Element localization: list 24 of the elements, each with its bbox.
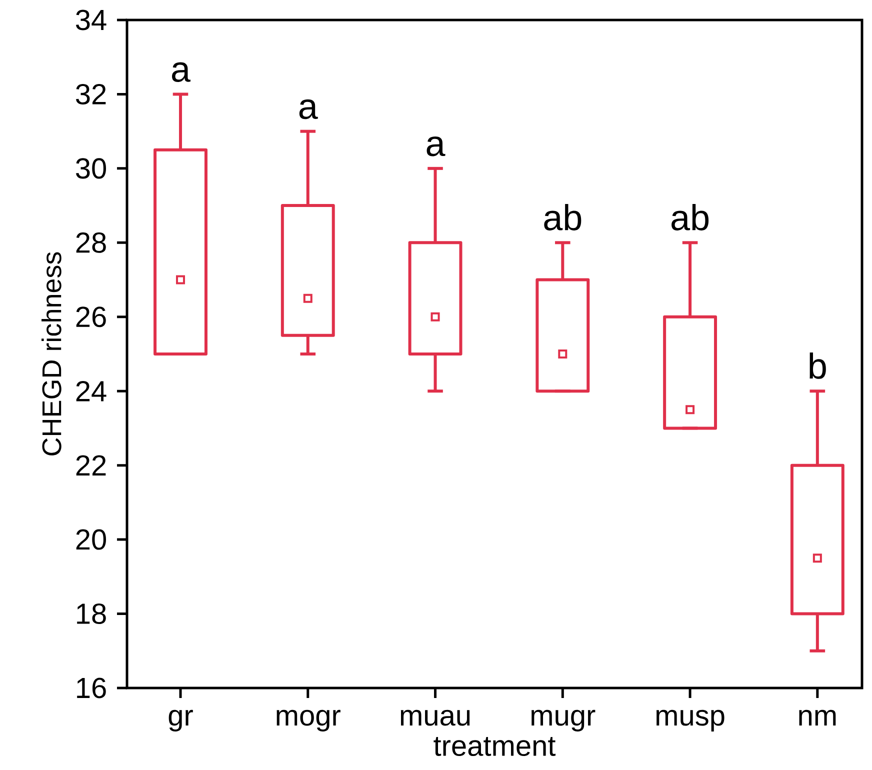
x-tick-label: mugr bbox=[532, 710, 596, 732]
y-tick-label: 34 bbox=[76, 10, 106, 30]
x-tick-label: mogr bbox=[276, 710, 340, 732]
y-tick-label: 28 bbox=[76, 232, 106, 253]
x-axis-title: treatment bbox=[434, 737, 556, 756]
y-tick-label: 30 bbox=[76, 158, 106, 179]
x-tick-label: gr bbox=[168, 710, 193, 732]
y-tick-label: 32 bbox=[76, 84, 106, 104]
annotation: a bbox=[426, 136, 446, 156]
annotation: a bbox=[299, 99, 318, 120]
y-tick-label: 18 bbox=[77, 604, 106, 624]
annotation: a bbox=[172, 62, 191, 82]
y-axis-title: CHEGD richness bbox=[42, 252, 62, 456]
y-tick-label: 26 bbox=[76, 306, 106, 328]
y-tick-label: 24 bbox=[76, 380, 106, 402]
y-tick-label: 20 bbox=[76, 529, 106, 550]
x-tick-label: nm bbox=[799, 710, 836, 726]
annotation: ab bbox=[544, 204, 582, 230]
annotation: b bbox=[810, 352, 826, 379]
y-tick-label: 16 bbox=[77, 678, 106, 698]
annotation: ab bbox=[672, 204, 709, 230]
x-tick-label: musp bbox=[656, 710, 724, 732]
y-tick-label: 22 bbox=[76, 455, 106, 476]
x-tick-label: muau bbox=[400, 710, 470, 726]
